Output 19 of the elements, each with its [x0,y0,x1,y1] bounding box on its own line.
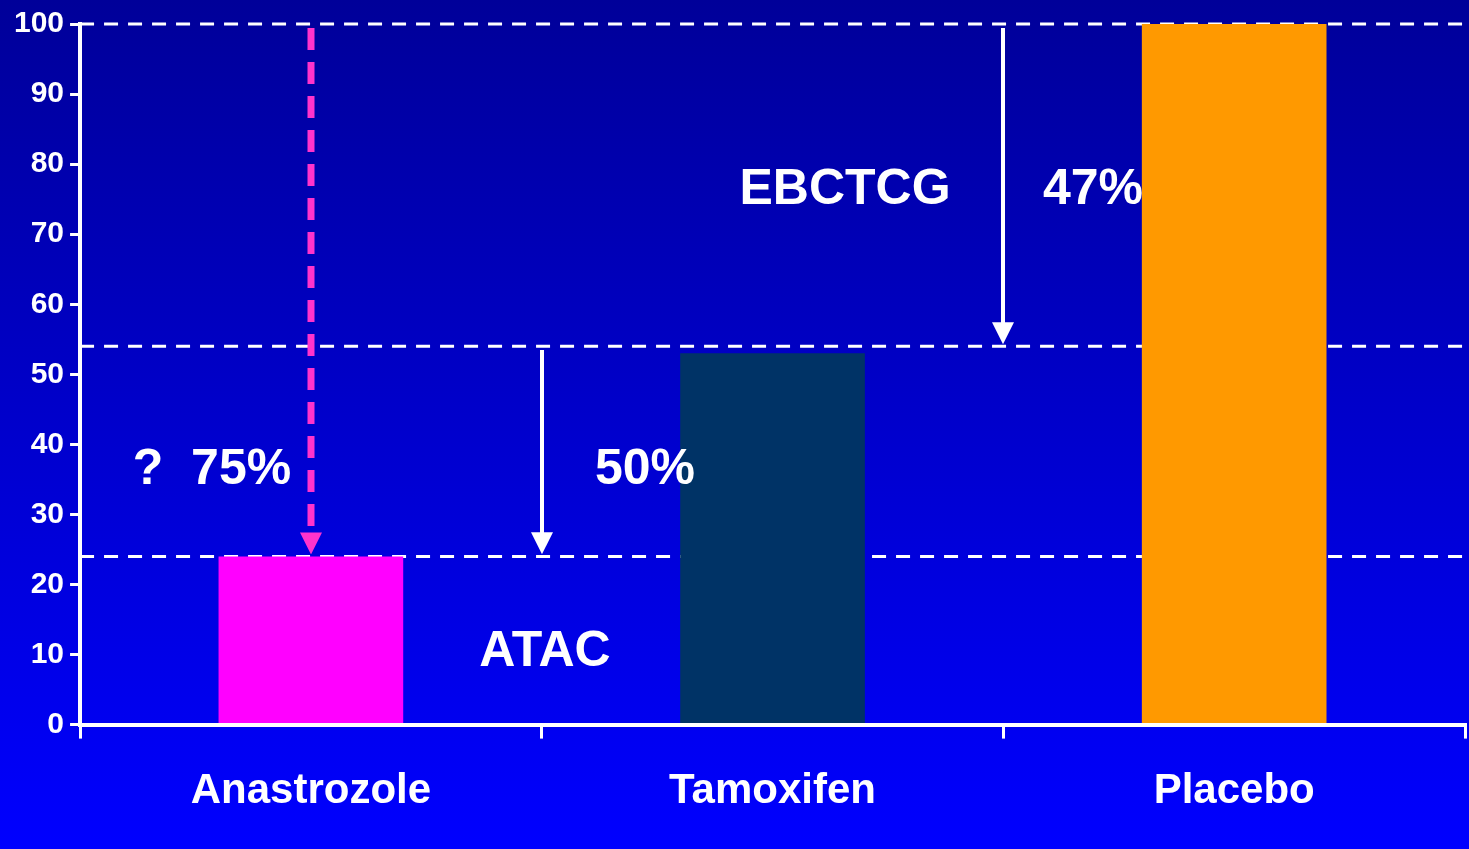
annotation: ATAC [479,620,611,677]
y-tick-label: 100 [13,5,65,39]
y-tick-label: 70 [30,215,65,249]
x-tick-label: Tamoxifen [669,765,876,813]
x-tick-label: Anastrozole [190,765,432,813]
annotation: ? 75% [132,438,292,495]
y-tick-label: 10 [30,635,65,669]
annotation: 50% [594,438,696,495]
y-tick-label: 90 [30,75,65,109]
y-tick-label: 40 [30,425,65,459]
y-tick-label: 60 [30,285,65,319]
annotation: 47% [1042,158,1144,215]
y-tick-label: 80 [30,145,65,179]
y-tick-label: 0 [47,705,65,739]
y-tick-label: 30 [30,495,65,529]
annotation: EBCTCG [739,158,951,215]
x-tick-label: Placebo [1153,765,1315,813]
y-tick-label: 20 [30,565,65,599]
y-tick-label: 50 [30,355,65,389]
